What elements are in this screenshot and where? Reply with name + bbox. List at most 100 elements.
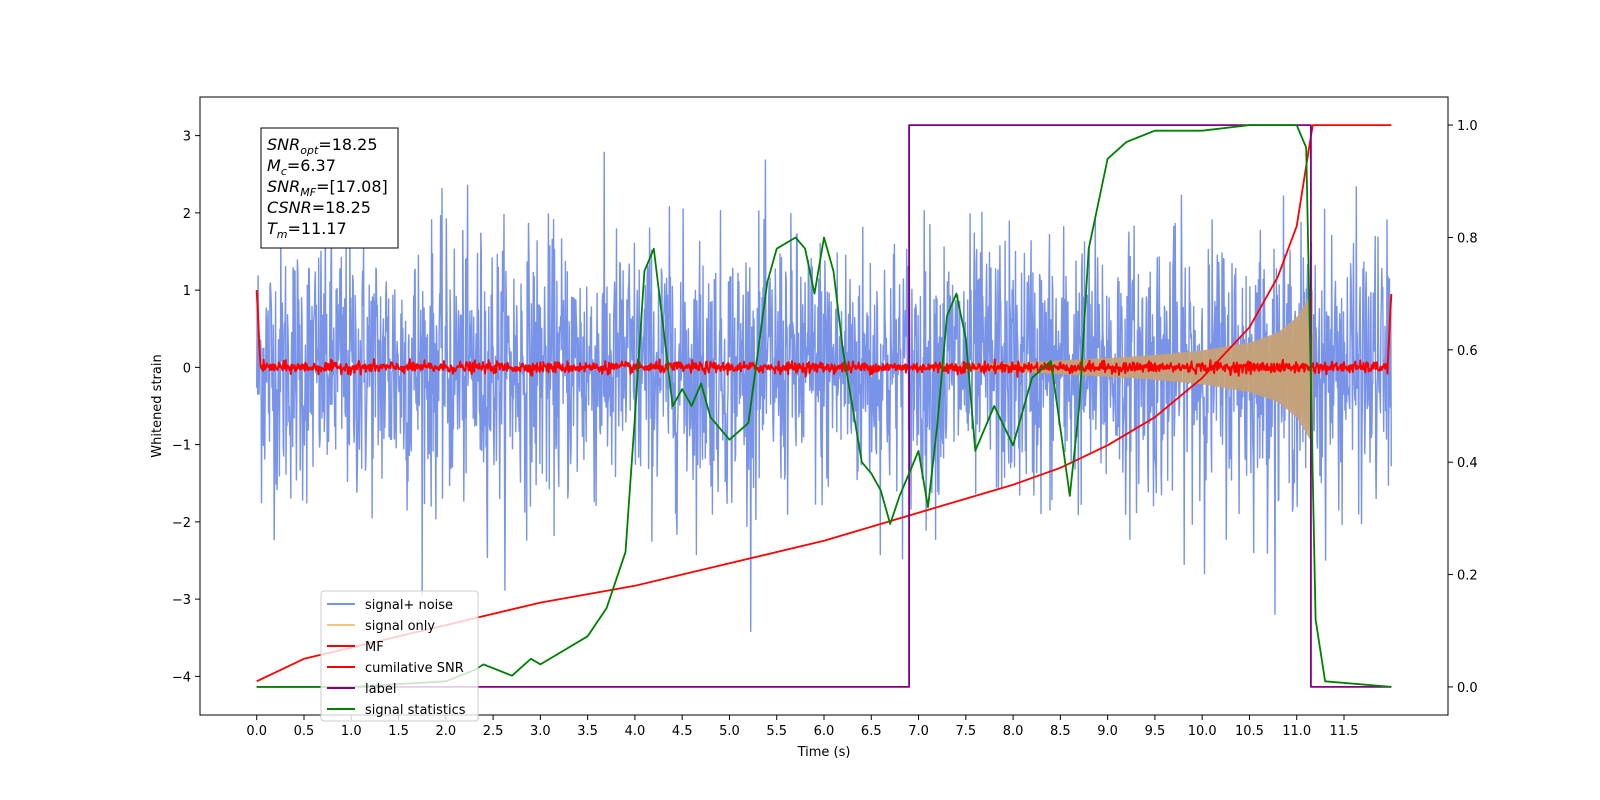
series-signal-statistics	[256, 124, 1392, 688]
legend-item-cumilative-snr: cumilative SNR	[327, 661, 464, 676]
x-tick-label: 7.5	[955, 724, 976, 739]
y-tick-left-label: 1	[183, 284, 191, 299]
y-tick-left: 0	[183, 361, 200, 376]
y-tick-right: 0.4	[1448, 456, 1478, 471]
annotation-frame	[260, 127, 399, 249]
legend-label: signal+ noise	[365, 598, 453, 613]
annotation-value: =6.37	[287, 156, 336, 175]
legend-item-signal-statistics: signal statistics	[327, 703, 466, 718]
y-tick-left-label: 3	[183, 130, 191, 145]
y-tick-right: 0.8	[1448, 231, 1478, 246]
y-tick-left-label: −3	[172, 593, 191, 608]
y-tick-right-label: 0.0	[1457, 681, 1478, 696]
x-tick: 9.5	[1145, 715, 1165, 739]
x-tick-label: 6.0	[814, 724, 835, 739]
x-tick-label: 9.0	[1097, 724, 1118, 739]
y-tick-right-label: 1.0	[1457, 119, 1478, 134]
annotation-subscript: c	[281, 165, 287, 178]
x-axis-label: Time (s)	[797, 745, 851, 760]
y-tick-left: 1	[183, 284, 200, 299]
x-tick-label: 1.5	[388, 724, 409, 739]
y-tick-left: −2	[172, 516, 200, 531]
annotation-variable: SNR	[267, 135, 300, 154]
annotation-value: =18.25	[318, 135, 377, 154]
y-tick-right: 0.0	[1448, 681, 1478, 696]
annotation-line: CSNR=18.25	[267, 198, 371, 217]
annotation-line: SNRopt=18.25	[267, 135, 378, 157]
x-tick: 3.5	[577, 715, 598, 739]
y-tick-left-label: −4	[172, 670, 191, 685]
legend-label: label	[365, 682, 396, 697]
y-tick-right-label: 0.2	[1457, 569, 1478, 584]
annotation-value: =11.17	[288, 219, 347, 238]
x-tick: 0.0	[246, 715, 267, 739]
legend-label: MF	[365, 640, 384, 655]
annotation-line: Mc=6.37	[267, 156, 336, 178]
x-tick-label: 8.0	[1003, 724, 1024, 739]
x-tick: 2.5	[483, 715, 504, 739]
legend: signal+ noise signal only MF cumilative SNR…	[320, 590, 479, 722]
y-tick-left: −1	[172, 439, 200, 454]
legend-item-signal-only: signal only	[327, 619, 435, 634]
x-tick: 8.0	[1003, 715, 1024, 739]
y-axis-left: 3 2 1 0 −1 −2 −3 −4	[172, 130, 200, 685]
legend-label: signal only	[365, 619, 435, 634]
y-tick-left: −4	[172, 670, 200, 685]
y-tick-left: −3	[172, 593, 200, 608]
legend-item-signal-noise: signal+ noise	[327, 598, 453, 613]
annotation-line: Tm=11.17	[267, 219, 347, 241]
x-axis: 0.0 0.5 1.0 1.5 2.0 2.5 3.0 3.5 4.0 4.5 5.0 5.5 6.0 6…	[246, 715, 1358, 739]
series-mf	[255, 290, 1393, 378]
annotation-variable: M	[267, 156, 281, 175]
annotation-subscript: MF	[300, 186, 316, 199]
x-tick: 11.0	[1282, 715, 1311, 739]
x-tick: 5.0	[719, 715, 740, 739]
x-tick: 4.5	[672, 715, 693, 739]
y-tick-left: 2	[183, 207, 200, 222]
legend-frame	[320, 590, 479, 722]
x-tick-label: 0.0	[246, 724, 267, 739]
x-tick: 4.0	[625, 715, 645, 739]
annotation-value: =[17.08]	[316, 177, 388, 196]
stats-annotation-box: SNRopt=18.25Mc=6.37SNRMF=[17.08]CSNR=18.…	[260, 127, 399, 249]
y-axis-right: 1.0 0.8 0.6 0.4 0.2 0.0	[1448, 119, 1478, 696]
x-tick-label: 2.0	[435, 724, 456, 739]
x-tick: 10.0	[1188, 715, 1217, 739]
x-tick: 6.5	[861, 715, 882, 739]
x-tick: 3.0	[530, 715, 551, 739]
x-tick-label: 10.0	[1188, 724, 1217, 739]
x-tick: 9.0	[1097, 715, 1118, 739]
y-tick-right: 1.0	[1448, 119, 1478, 134]
legend-label: signal statistics	[365, 703, 466, 718]
x-tick-label: 2.5	[483, 724, 504, 739]
y-tick-left-label: −2	[172, 516, 191, 531]
x-tick-label: 3.5	[577, 724, 598, 739]
x-tick: 6.0	[814, 715, 835, 739]
x-tick-label: 4.5	[672, 724, 693, 739]
x-tick-label: 5.0	[719, 724, 740, 739]
x-tick: 0.5	[294, 715, 314, 739]
annotation-variable: CSNR	[267, 198, 312, 217]
x-tick-label: 10.5	[1235, 724, 1264, 739]
y-tick-right-label: 0.8	[1457, 231, 1478, 246]
x-tick-label: 7.0	[908, 724, 929, 739]
x-tick-label: 3.0	[530, 724, 551, 739]
y-tick-right: 0.2	[1448, 569, 1478, 584]
x-tick-label: 6.5	[861, 724, 882, 739]
annotation-subscript: m	[277, 228, 288, 241]
y-tick-right-label: 0.6	[1457, 344, 1478, 359]
y-tick-left-label: 2	[183, 207, 191, 222]
annotation-variable: T	[267, 219, 278, 238]
legend-label: cumilative SNR	[365, 661, 464, 676]
x-tick: 11.5	[1330, 715, 1359, 739]
legend-item-mf: MF	[327, 640, 384, 655]
annotation-value: =18.25	[312, 198, 371, 217]
x-tick-label: 11.5	[1330, 724, 1359, 739]
annotation-line: SNRMF=[17.08]	[267, 177, 388, 199]
legend-item-label: label	[327, 682, 396, 697]
x-tick-label: 11.0	[1282, 724, 1311, 739]
y-axis-label: Whitened strain	[150, 354, 165, 457]
y-tick-left: 3	[183, 130, 200, 145]
x-tick: 8.5	[1050, 715, 1071, 739]
